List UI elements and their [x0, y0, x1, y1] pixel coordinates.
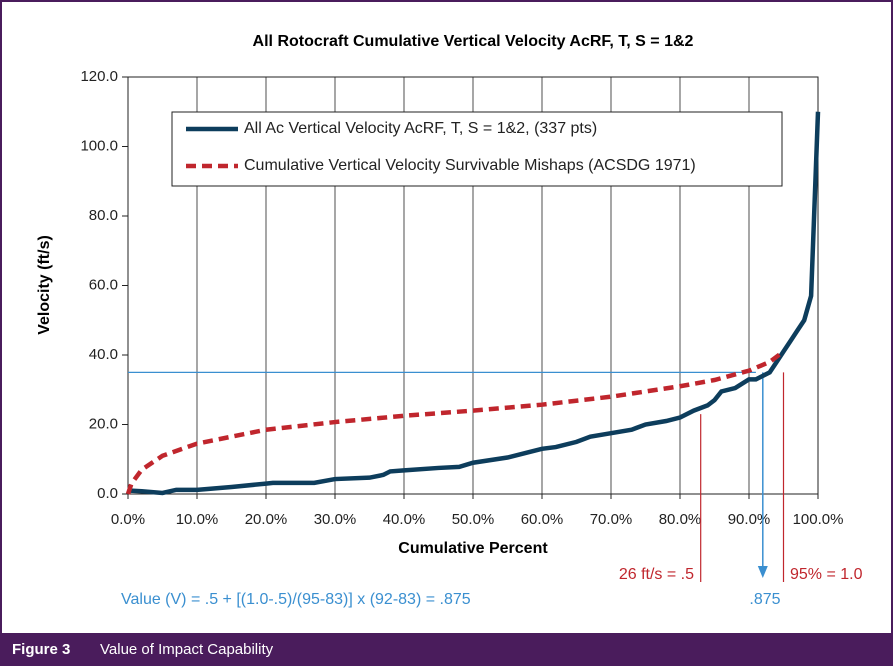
- x-tick-label: 100.0%: [793, 511, 844, 528]
- caption-bar: [0, 633, 893, 666]
- annotation: .875: [749, 591, 780, 608]
- caption-text: Value of Impact Capability: [100, 641, 274, 658]
- x-tick-label: 40.0%: [383, 511, 426, 528]
- legend-label: Cumulative Vertical Velocity Survivable …: [244, 157, 696, 174]
- legend-label: All Ac Vertical Velocity AcRF, T, S = 1&…: [244, 120, 597, 137]
- y-tick-label: 80.0: [89, 207, 118, 224]
- x-tick-label: 30.0%: [314, 511, 357, 528]
- annotation: 95% = 1.0: [790, 566, 863, 583]
- x-tick-label: 20.0%: [245, 511, 288, 528]
- annotation: Value (V) = .5 + [(1.0-.5)/(95-83)] x (9…: [121, 591, 471, 608]
- y-axis-label: Velocity (ft/s): [36, 235, 53, 335]
- x-tick-label: 0.0%: [111, 511, 145, 528]
- y-tick-label: 120.0: [80, 68, 118, 85]
- x-axis-label: Cumulative Percent: [398, 540, 548, 557]
- arrow-head: [757, 566, 768, 578]
- annotation: 26 ft/s = .5: [619, 566, 694, 583]
- y-tick-label: 0.0: [97, 485, 118, 502]
- chart-title: All Rotocraft Cumulative Vertical Veloci…: [253, 33, 694, 50]
- x-tick-label: 70.0%: [590, 511, 633, 528]
- x-tick-label: 50.0%: [452, 511, 495, 528]
- y-tick-label: 60.0: [89, 276, 118, 293]
- x-tick-label: 60.0%: [521, 511, 564, 528]
- x-tick-label: 90.0%: [728, 511, 771, 528]
- legend-box: [171, 111, 783, 187]
- y-tick-label: 100.0: [80, 137, 118, 154]
- y-tick-label: 40.0: [89, 346, 118, 363]
- caption-label: Figure 3: [12, 641, 70, 658]
- series-line: [127, 111, 821, 496]
- x-tick-label: 80.0%: [659, 511, 702, 528]
- plot-border: [127, 76, 819, 495]
- y-tick-label: 20.0: [89, 415, 118, 432]
- x-tick-label: 10.0%: [176, 511, 219, 528]
